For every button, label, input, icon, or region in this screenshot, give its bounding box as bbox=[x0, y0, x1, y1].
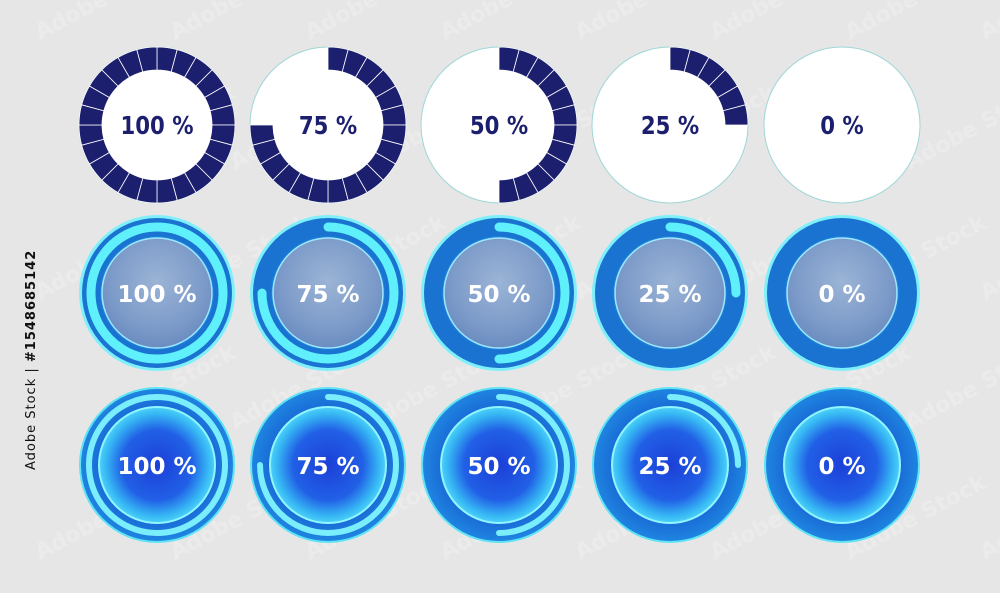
progress-circle-segmented-navy: 75 % bbox=[249, 46, 407, 204]
progress-circle-segmented-navy: 0 % bbox=[763, 46, 921, 204]
progress-circle-glow-arc: 25 % bbox=[592, 387, 748, 543]
glow-plate bbox=[269, 406, 387, 524]
percent-label: 50 % bbox=[467, 454, 530, 480]
watermark-text: Adobe Stock bbox=[706, 0, 856, 45]
progress-arc bbox=[665, 222, 741, 298]
glass-plate bbox=[786, 237, 898, 349]
watermark-text: Adobe Stock bbox=[901, 340, 1000, 436]
glow-plate bbox=[98, 406, 216, 524]
watermark-text: Adobe Stock bbox=[976, 0, 1000, 45]
progress-circle-glass-arc: 25 % bbox=[592, 215, 748, 371]
percent-label: 100 % bbox=[117, 454, 196, 480]
progress-circle-glass-arc: 50 % bbox=[421, 215, 577, 371]
progress-circle-segmented-navy: 50 % bbox=[420, 46, 578, 204]
glass-plate bbox=[101, 237, 213, 349]
progress-circle-glow-arc: 75 % bbox=[250, 387, 406, 543]
watermark-text: Adobe Stock bbox=[301, 0, 451, 45]
glow-plate bbox=[611, 406, 729, 524]
percent-label: 25 % bbox=[638, 282, 701, 308]
watermark-text: Adobe Stock bbox=[571, 0, 721, 45]
progress-circle-glow-arc: 50 % bbox=[421, 387, 577, 543]
watermark-text: Adobe Stock bbox=[166, 0, 316, 45]
progress-segment bbox=[136, 46, 158, 73]
glass-plate bbox=[272, 237, 384, 349]
percent-label: 100 % bbox=[120, 111, 193, 140]
progress-circle-glass-arc: 75 % bbox=[250, 215, 406, 371]
progress-circle-glass-arc: 0 % bbox=[764, 215, 920, 371]
progress-circle-glow-arc: 100 % bbox=[79, 387, 235, 543]
percent-label: 50 % bbox=[467, 282, 530, 308]
glow-plate bbox=[440, 406, 558, 524]
circle-plate bbox=[763, 46, 921, 204]
row-segmented-navy: 100 % 75 % 50 % 25 % 0 % bbox=[78, 46, 921, 204]
percent-label: 25 % bbox=[641, 111, 699, 140]
percent-label: 0 % bbox=[818, 282, 865, 308]
percent-label: 75 % bbox=[296, 454, 359, 480]
progress-circle-glow-arc: 0 % bbox=[764, 387, 920, 543]
watermark-text: Adobe Stock bbox=[841, 0, 991, 45]
percent-label: 100 % bbox=[117, 282, 196, 308]
watermark-text: Adobe Stock bbox=[31, 0, 181, 45]
progress-circle-segmented-navy: 100 % bbox=[78, 46, 236, 204]
progress-circle-segmented-navy: 25 % bbox=[591, 46, 749, 204]
percent-label: 0 % bbox=[820, 111, 863, 140]
glow-plate bbox=[783, 406, 901, 524]
progress-segment bbox=[498, 177, 520, 204]
progress-arc bbox=[494, 222, 570, 364]
progress-arc bbox=[257, 394, 399, 536]
glass-plate bbox=[614, 237, 726, 349]
progress-segment bbox=[249, 124, 276, 146]
progress-arc bbox=[86, 394, 228, 536]
row-glass-arc: 100 % 75 % 50 % 25 % 0 % bbox=[79, 215, 920, 371]
progress-arc bbox=[667, 394, 741, 468]
progress-arc bbox=[257, 222, 399, 364]
row-glow-arc: 100 % 75 % 50 % 25 % 0 % bbox=[79, 387, 920, 543]
glass-plate bbox=[443, 237, 555, 349]
progress-circle-glass-arc: 100 % bbox=[79, 215, 235, 371]
progress-arc bbox=[496, 394, 570, 536]
stock-id-label: Adobe Stock | #1548685142 bbox=[24, 250, 39, 470]
stock-id-number: #1548685142 bbox=[24, 249, 39, 363]
progress-arc bbox=[86, 222, 228, 364]
watermark-text: Adobe Stock bbox=[436, 0, 586, 45]
percent-label: 0 % bbox=[818, 454, 865, 480]
progress-segment bbox=[722, 104, 749, 126]
percent-label: 75 % bbox=[299, 111, 357, 140]
stock-id-prefix: Adobe Stock | bbox=[24, 362, 39, 470]
percent-label: 50 % bbox=[470, 111, 528, 140]
percent-label: 25 % bbox=[638, 454, 701, 480]
percent-label: 75 % bbox=[296, 282, 359, 308]
